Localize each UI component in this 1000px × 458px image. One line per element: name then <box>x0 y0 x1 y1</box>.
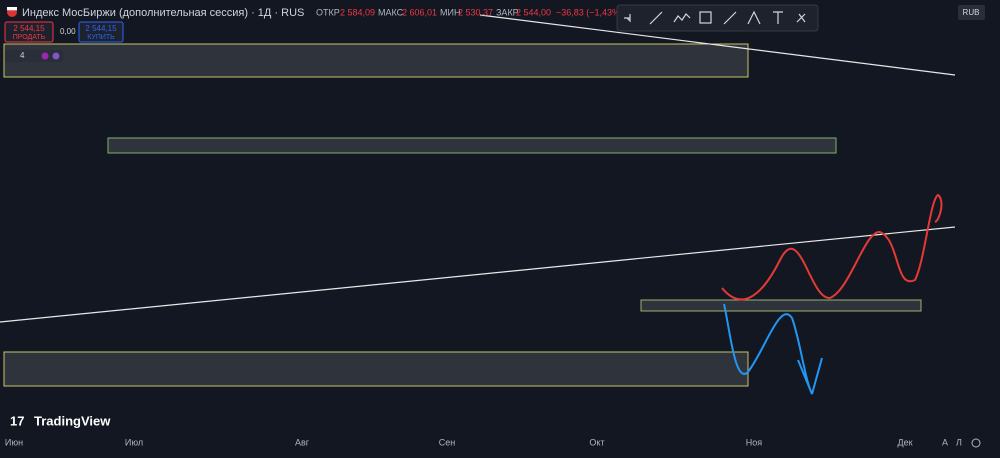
ohlc-value: 2 606,01 <box>402 7 437 17</box>
tool-icon[interactable] <box>796 13 806 23</box>
zone <box>3 351 749 387</box>
footer-btn[interactable]: А <box>942 437 948 447</box>
zone <box>640 299 922 312</box>
logo-mark: 17 <box>10 413 24 428</box>
indicator-bar[interactable] <box>5 50 63 62</box>
price-axis <box>955 0 1000 458</box>
ohlc-label: ЗАКР <box>496 7 519 17</box>
ohlc-value: 2 544,00 <box>516 7 551 17</box>
trend-line <box>479 14 956 76</box>
x-axis: Июн Июл Авг Сен Окт Ноя Дек <box>5 437 913 447</box>
buy-label[interactable]: КУПИТЬ <box>87 34 115 41</box>
tool-icon[interactable] <box>649 11 663 25</box>
footer-btn[interactable]: Л <box>956 437 962 447</box>
indicator-dot <box>41 52 49 60</box>
title: Индекс МосБиржи (дополнительная сессия) … <box>22 7 304 19</box>
zone <box>107 137 837 154</box>
brand: TradingView <box>34 413 111 428</box>
tool-icon[interactable] <box>747 10 761 25</box>
zone <box>3 43 749 78</box>
settings-icon[interactable] <box>971 438 981 448</box>
ohlc-label: МАКС <box>378 7 404 17</box>
trend-line <box>0 226 956 323</box>
indicator-dot <box>52 52 60 60</box>
sell-button[interactable] <box>4 21 54 43</box>
currency[interactable]: RUB <box>963 8 980 17</box>
tool-icon[interactable] <box>673 13 691 23</box>
x-tick-label: Дек <box>897 437 912 447</box>
buy-button[interactable] <box>78 21 124 43</box>
x-tick-label: Авг <box>295 437 310 447</box>
sell-label[interactable]: ПРОДАТЬ <box>13 34 46 41</box>
x-tick-label: Сен <box>439 437 456 447</box>
ohlc-value: 2 584,09 <box>340 7 375 17</box>
drawing <box>721 193 943 301</box>
sell-price[interactable]: 2 544,15 <box>13 24 45 33</box>
tool-icon[interactable] <box>624 14 631 23</box>
tool-icon[interactable] <box>773 11 783 24</box>
ohlc-label: МИН <box>440 7 460 17</box>
x-tick-label: Июн <box>5 437 23 447</box>
x-tick-label: Июл <box>125 437 143 447</box>
ohlc-value: 2 530,37 <box>458 7 493 17</box>
indicator-count: 4 <box>20 51 25 60</box>
tool-icon[interactable] <box>699 11 712 24</box>
flag <box>7 7 17 11</box>
currency-box[interactable] <box>958 5 985 20</box>
drawing <box>723 303 823 395</box>
tool-icon[interactable] <box>723 11 737 25</box>
ohlc-label: ОТКР <box>316 7 340 17</box>
spread: 0,00 <box>60 27 76 36</box>
toolbar <box>616 4 819 32</box>
change: −36,83 (−1,43%) <box>556 7 623 17</box>
x-tick-label: Окт <box>589 437 604 447</box>
x-tick-label: Ноя <box>746 437 763 447</box>
buy-price[interactable]: 2 544,15 <box>85 24 117 33</box>
